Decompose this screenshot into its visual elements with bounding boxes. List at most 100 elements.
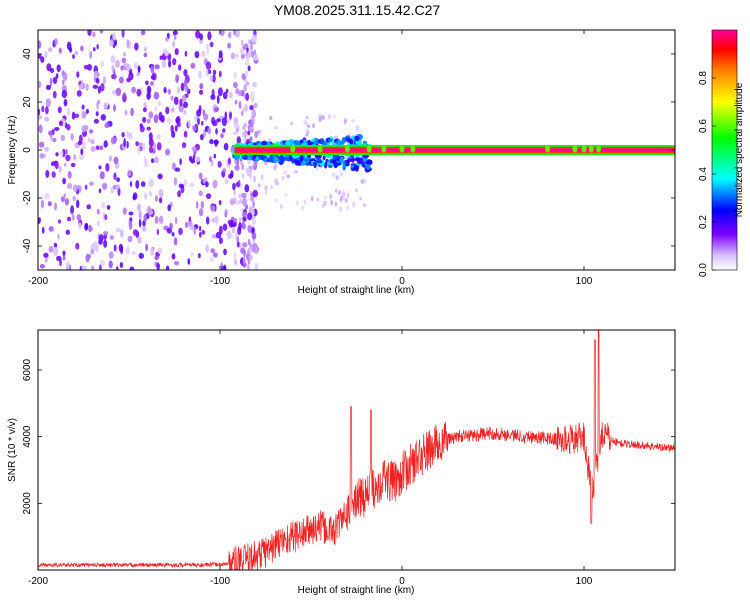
noise-cell — [213, 252, 218, 258]
noise-cell — [157, 101, 162, 106]
noise-cell — [102, 76, 106, 85]
noise-cell — [174, 125, 178, 132]
transition-cell — [313, 161, 317, 169]
noise-cell — [127, 235, 133, 243]
noise-cell — [251, 244, 256, 252]
noise-cell — [234, 232, 238, 239]
noise-cell — [248, 254, 253, 261]
noise-cell — [91, 265, 94, 270]
y-tick-label: -20 — [22, 190, 33, 205]
noise-cell — [99, 145, 104, 151]
noise-cell — [197, 117, 200, 126]
noise-cell — [249, 170, 252, 180]
spectrogram-heatmap — [38, 30, 675, 270]
noise-cell — [109, 39, 114, 47]
noise-cell — [114, 39, 118, 47]
noise-cell — [95, 77, 100, 84]
noise-cell — [339, 172, 344, 177]
noise-cell — [103, 239, 108, 248]
noise-cell — [147, 206, 152, 216]
noise-cell — [252, 210, 255, 216]
colorbar-frame — [711, 29, 738, 271]
noise-cell — [237, 123, 240, 133]
noise-cell — [52, 90, 57, 99]
noise-cell — [103, 140, 108, 148]
noise-cell — [245, 81, 250, 86]
noise-cell — [171, 232, 175, 237]
noise-cell — [316, 165, 319, 171]
noise-cell — [111, 64, 115, 72]
noise-cell — [222, 91, 228, 100]
noise-cell — [78, 222, 82, 231]
noise-cell — [111, 89, 117, 95]
noise-cell — [166, 117, 172, 124]
noise-cell — [157, 247, 163, 254]
spectrogram-y-axis: -40 -20 0 20 40 — [22, 48, 675, 253]
noise-cell — [215, 231, 222, 239]
colorbar: 0.0 0.2 0.4 0.6 0.8 Normalized spectral ampl… — [698, 29, 745, 277]
noise-cell — [172, 30, 178, 36]
transition-cell — [268, 156, 275, 163]
noise-cell — [156, 133, 161, 140]
noise-cell — [324, 196, 327, 200]
noise-cell — [280, 203, 283, 210]
noise-cell — [183, 179, 188, 187]
colorbar-gradient — [712, 30, 737, 270]
transition-cell — [349, 139, 354, 145]
noise-cell — [65, 154, 71, 162]
noise-cell — [99, 30, 104, 34]
noise-cell — [52, 138, 57, 142]
noise-cell — [333, 114, 336, 119]
noise-cell — [241, 192, 247, 199]
noise-cell — [195, 201, 199, 209]
noise-cell — [222, 168, 227, 173]
noise-cell — [157, 173, 163, 180]
noise-cell — [44, 256, 48, 263]
noise-cell — [144, 46, 147, 52]
noise-cell — [170, 95, 174, 101]
noise-cell — [222, 223, 228, 231]
noise-cell — [92, 31, 96, 38]
transition-cell — [331, 159, 336, 164]
noise-cell — [38, 40, 42, 49]
noise-cell — [346, 192, 350, 198]
noise-cell — [275, 182, 280, 186]
noise-cell — [64, 162, 67, 167]
noise-cell — [210, 94, 216, 100]
noise-cell — [296, 200, 299, 206]
noise-cell — [150, 65, 155, 74]
transition-cell — [307, 139, 311, 147]
noise-cell — [76, 71, 80, 78]
noise-cell — [66, 107, 71, 116]
noise-cell — [158, 215, 164, 224]
noise-cell — [251, 113, 256, 122]
noise-cell — [40, 199, 45, 209]
y-tick-label: 6000 — [22, 358, 33, 381]
noise-cell — [84, 223, 88, 231]
noise-cell — [238, 222, 242, 231]
noise-cell — [338, 190, 342, 196]
noise-cell — [98, 165, 102, 170]
noise-cell — [264, 160, 268, 166]
noise-cell — [115, 184, 121, 190]
noise-cell — [240, 247, 246, 254]
noise-cell — [115, 59, 120, 68]
noise-cell — [146, 91, 151, 100]
noise-cell — [62, 72, 68, 82]
noise-cell — [226, 230, 232, 240]
noise-cell — [148, 191, 153, 197]
noise-cell — [174, 48, 179, 56]
noise-cell — [205, 193, 212, 200]
noise-cell — [233, 117, 239, 125]
noise-cell — [85, 108, 89, 115]
noise-cell — [171, 162, 176, 170]
noise-cell — [183, 110, 187, 115]
noise-cell — [67, 183, 73, 190]
noise-cell — [180, 82, 185, 92]
noise-cell — [138, 142, 143, 148]
noise-cell — [72, 195, 76, 202]
noise-cell — [70, 133, 74, 141]
noise-cell — [80, 79, 84, 89]
noise-cell — [253, 175, 256, 183]
noise-cell — [135, 141, 139, 147]
